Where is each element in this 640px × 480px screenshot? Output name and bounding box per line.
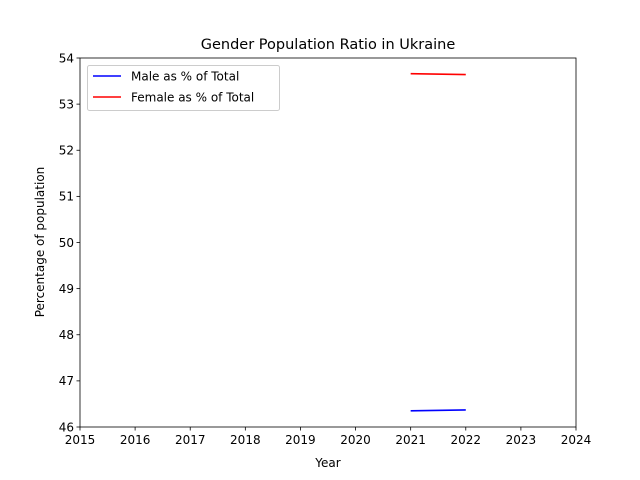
y-tick-label: 50: [59, 236, 74, 250]
x-axis: 2015 2016 2017 2018 2019 2020 2021 2022 2023 2024: [65, 427, 592, 447]
x-tick-label: 2015: [65, 433, 96, 447]
legend-label-male: Male as % of Total: [131, 70, 239, 84]
x-tick-label: 2021: [395, 433, 426, 447]
y-tick-label: 47: [59, 374, 74, 388]
y-tick-label: 54: [59, 51, 74, 65]
x-tick-label: 2020: [340, 433, 371, 447]
y-tick-label: 53: [59, 97, 74, 111]
female-series-line: [410, 72, 466, 76]
male-series-line: [410, 409, 466, 412]
y-tick-label: 51: [59, 190, 74, 204]
x-tick-label: 2019: [285, 433, 316, 447]
plot-frame: [79, 57, 577, 428]
x-tick-label: 2023: [506, 433, 537, 447]
legend-label-female: Female as % of Total: [131, 91, 254, 105]
x-tick-label: 2016: [120, 433, 151, 447]
x-axis-label: Year: [314, 456, 340, 470]
y-tick-label: 49: [59, 282, 74, 296]
chart-title: Gender Population Ratio in Ukraine: [201, 37, 456, 53]
y-tick-label: 46: [59, 420, 74, 434]
x-tick-label: 2024: [561, 433, 592, 447]
x-tick-label: 2018: [230, 433, 261, 447]
y-axis: 46 47 48 49 50 51 52 53 54: [59, 51, 80, 434]
y-tick-label: 48: [59, 328, 74, 342]
y-tick-label: 52: [59, 144, 74, 158]
legend: Male as % of Total Female as % of Total: [87, 65, 280, 111]
series-lines: [410, 72, 466, 412]
legend-box: [87, 65, 280, 111]
x-tick-label: 2017: [175, 433, 206, 447]
y-axis-label: Percentage of population: [33, 167, 47, 318]
x-tick-label: 2022: [451, 433, 482, 447]
